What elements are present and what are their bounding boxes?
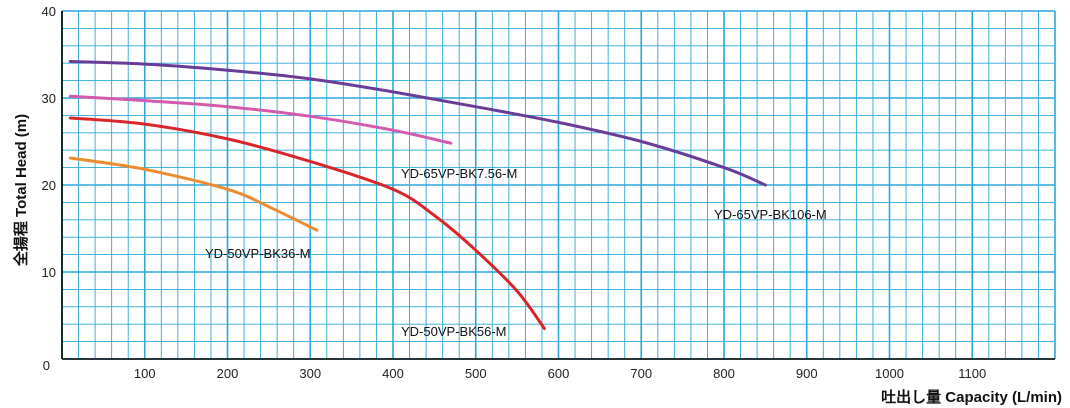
x-tick-label: 100 <box>134 366 156 381</box>
y-tick-label: 30 <box>42 91 56 106</box>
x-tick-label: 400 <box>382 366 404 381</box>
series-line-yd-50vp-bk56-m <box>68 116 546 331</box>
y-tick-label: 40 <box>42 4 56 19</box>
x-axis-title: 吐出し量 Capacity (L/min) <box>881 388 1062 406</box>
x-tick-label: 600 <box>548 366 570 381</box>
series-label-bk36: YD-50VP-BK36-M <box>205 246 310 261</box>
x-tick-label: 800 <box>713 366 735 381</box>
series-label-bk756: YD-65VP-BK7.56-M <box>401 166 517 181</box>
series-line-yd-50vp-bk36-m <box>68 156 319 232</box>
series-label-bk56: YD-50VP-BK56-M <box>401 324 506 339</box>
x-tick-label: 500 <box>465 366 487 381</box>
x-tick-label: 300 <box>299 366 321 381</box>
grid <box>61 10 1056 360</box>
axes <box>61 11 1055 360</box>
x-tick-label: 200 <box>217 366 239 381</box>
series-line-yd-65vp-bk7-56-m <box>68 94 453 145</box>
y-axis-title: 全揚程 Total Head (m) <box>12 114 30 267</box>
tick-labels: 100 200 300 400 500 600 700 800 900 1000 1100 0 10 20… <box>42 4 987 381</box>
y-tick-label: 20 <box>42 178 56 193</box>
y-tick-label: 10 <box>42 265 56 280</box>
series-lines <box>68 60 767 331</box>
series-line-yd-65vp-bk106-m <box>68 60 767 187</box>
x-tick-label: 700 <box>630 366 652 381</box>
x-tick-label: 900 <box>796 366 818 381</box>
x-tick-label: 1100 <box>958 366 986 381</box>
series-label-bk106: YD-65VP-BK106-M <box>714 207 827 222</box>
y-tick-label: 0 <box>43 358 50 373</box>
x-tick-label: 1000 <box>875 366 904 381</box>
